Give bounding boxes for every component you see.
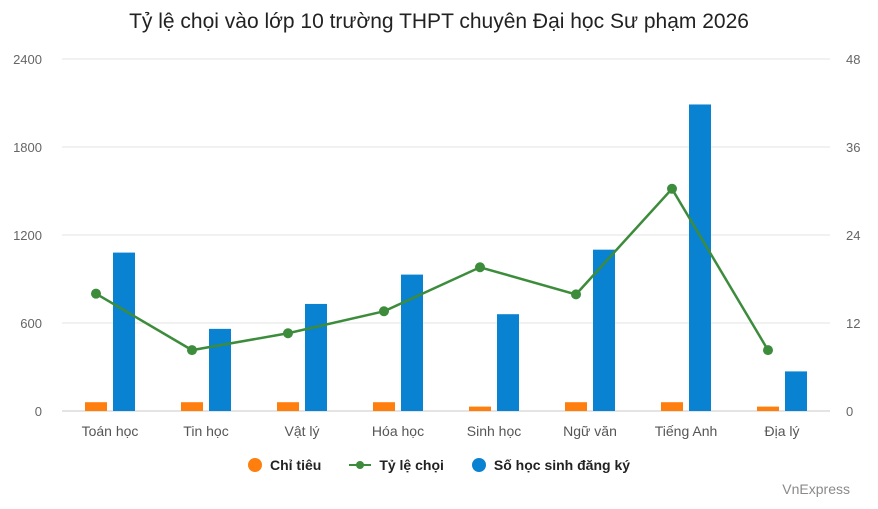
rate-point[interactable]: [379, 306, 389, 317]
y-tick-right: 0: [846, 404, 853, 419]
x-tick-label: Sinh học: [467, 423, 521, 439]
bar-quota[interactable]: [373, 402, 395, 411]
y-tick-left: 0: [35, 404, 42, 419]
bar-registrations[interactable]: [497, 314, 519, 411]
rate-point[interactable]: [667, 183, 677, 194]
x-tick-label: Địa lý: [764, 423, 799, 439]
rate-point[interactable]: [475, 262, 485, 273]
bar-quota[interactable]: [757, 406, 779, 411]
y-tick-right: 24: [846, 228, 860, 243]
x-tick-label: Toán học: [82, 423, 139, 439]
legend-label-quota: Chỉ tiêu: [269, 457, 322, 473]
rate-point[interactable]: [571, 289, 581, 300]
rate-line: [91, 183, 773, 356]
x-tick-label: Vật lý: [284, 423, 319, 439]
y-tick-left: 1200: [13, 228, 42, 243]
x-tick-label: Hóa học: [372, 423, 424, 439]
y-tick-right: 48: [846, 52, 860, 67]
bar-registrations[interactable]: [785, 371, 807, 411]
rate-point[interactable]: [91, 288, 101, 299]
x-tick-label: Tiếng Anh: [655, 423, 718, 439]
rate-point[interactable]: [763, 345, 773, 356]
bar-quota[interactable]: [565, 402, 587, 411]
y-tick-right: 12: [846, 316, 860, 331]
bar-registrations[interactable]: [401, 274, 423, 411]
rate-point[interactable]: [187, 345, 197, 356]
y-tick-left: 1800: [13, 140, 42, 155]
bar-quota[interactable]: [181, 402, 203, 411]
legend-item-registrations[interactable]: Số học sinh đăng ký: [471, 457, 631, 473]
legend-swatch-registrations: [471, 458, 486, 472]
grid-lines: [62, 58, 830, 412]
y-tick-right: 36: [846, 140, 860, 155]
chart-title: Tỷ lệ chọi vào lớp 10 trường THPT chuyên…: [129, 10, 749, 33]
legend-item-quota[interactable]: Chỉ tiêu: [247, 457, 322, 473]
bar-quota[interactable]: [85, 402, 107, 411]
bar-quota[interactable]: [277, 402, 299, 411]
rate-line-path: [95, 186, 770, 352]
bar-registrations[interactable]: [209, 328, 231, 411]
bar-registrations[interactable]: [113, 252, 135, 411]
bar-quota[interactable]: [661, 402, 683, 411]
legend-swatch-quota: [247, 458, 262, 472]
y-axis-left: 0 600 1200 1800 2400: [13, 52, 42, 419]
legend-label-ratio: Tỷ lệ chọi: [379, 457, 444, 473]
legend: Chỉ tiêu Tỷ lệ chọi Số học sinh đăng ký: [0, 457, 878, 473]
y-tick-left: 2400: [13, 52, 42, 67]
legend-swatch-ratio: [349, 458, 372, 472]
x-tick-label: Tin học: [183, 423, 228, 439]
bars: [85, 104, 807, 411]
legend-item-ratio[interactable]: Tỷ lệ chọi: [349, 457, 444, 473]
bar-registrations[interactable]: [593, 249, 615, 411]
bar-registrations[interactable]: [689, 104, 711, 411]
x-axis-labels: Toán học Tin học Vật lý Hóa học Sinh học Ngữ …: [82, 423, 800, 439]
y-axis-right: 0 12 24 36 48: [846, 52, 860, 419]
y-tick-left: 600: [20, 316, 42, 331]
x-tick-label: Ngữ văn: [563, 423, 617, 439]
bar-registrations[interactable]: [305, 303, 327, 411]
rate-point[interactable]: [283, 328, 293, 339]
bar-quota[interactable]: [469, 406, 491, 411]
source-credit: VnExpress: [782, 481, 850, 497]
legend-label-registrations: Số học sinh đăng ký: [493, 457, 631, 473]
